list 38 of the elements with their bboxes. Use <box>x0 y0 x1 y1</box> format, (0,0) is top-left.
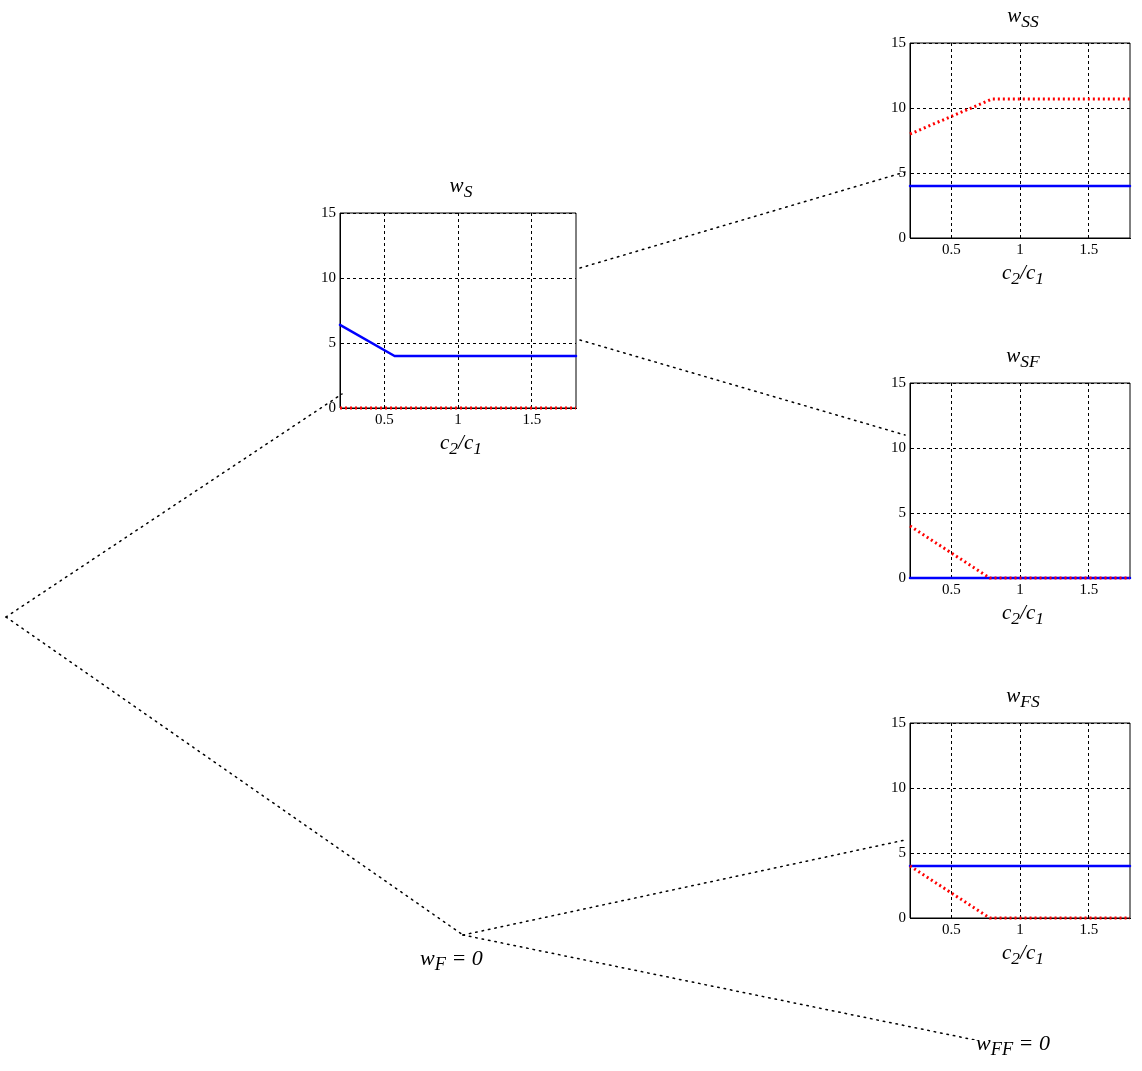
x-tick-label: 0.5 <box>941 580 961 597</box>
y-tick-label: 0 <box>898 908 906 925</box>
x-axis-title: c$_{2}$/c$_{1}$ <box>1001 940 1045 970</box>
y-tick-label: 5 <box>898 163 906 180</box>
y-tick-label: 5 <box>898 503 906 520</box>
y-tick-label: 15 <box>321 203 336 220</box>
text: w$_{F}$ = 0 <box>420 945 483 976</box>
x-tick-label: 1 <box>1016 240 1024 257</box>
chart-title: w$_{FS}$ <box>1005 682 1041 712</box>
chart-title: w$_{SS}$ <box>1006 2 1040 32</box>
y-tick-label: 10 <box>891 98 906 115</box>
x-tick-label: 1.5 <box>1079 580 1099 597</box>
x-tick-label: 1 <box>454 410 462 427</box>
y-tick-label: 15 <box>891 33 906 50</box>
y-tick-label: 0 <box>898 568 906 585</box>
y-tick-label: 0 <box>328 398 336 415</box>
chart-title: w$_{S}$ <box>448 172 474 202</box>
x-tick-label: 0.5 <box>941 240 961 257</box>
y-tick-label: 5 <box>898 843 906 860</box>
chart-title: w$_{SF}$ <box>1005 342 1041 372</box>
y-tick-label: 15 <box>891 713 906 730</box>
y-tick-label: 5 <box>328 333 336 350</box>
x-axis-title: c$_{2}$/c$_{1}$ <box>439 430 483 460</box>
y-tick-label: 10 <box>891 438 906 455</box>
x-axis-title: c$_{2}$/c$_{1}$ <box>1001 260 1045 290</box>
x-tick-label: 1 <box>1016 920 1024 937</box>
text: w$_{FF}$ = 0 <box>976 1030 1050 1061</box>
x-tick-label: 1.5 <box>1079 240 1099 257</box>
y-tick-label: 10 <box>891 778 906 795</box>
x-tick-label: 0.5 <box>374 410 394 427</box>
x-tick-label: 0.5 <box>941 920 961 937</box>
x-tick-label: 1.5 <box>1079 920 1099 937</box>
y-tick-label: 0 <box>898 228 906 245</box>
x-tick-label: 1.5 <box>522 410 542 427</box>
y-tick-label: 10 <box>321 268 336 285</box>
y-tick-label: 15 <box>891 373 906 390</box>
x-tick-label: 1 <box>1016 580 1024 597</box>
x-axis-title: c$_{2}$/c$_{1}$ <box>1001 600 1045 630</box>
